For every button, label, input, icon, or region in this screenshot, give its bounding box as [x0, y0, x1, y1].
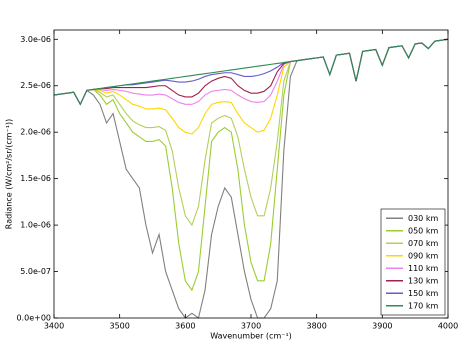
x-tick-label: 3700: [241, 322, 261, 331]
legend-label: 110 km: [408, 264, 438, 273]
series-line: [53, 38, 449, 106]
x-tick-label: 3600: [175, 322, 195, 331]
legend-label: 150 km: [408, 289, 438, 298]
legend-box: [380, 208, 446, 316]
legend-label: 090 km: [408, 251, 438, 260]
legend-label: 050 km: [408, 226, 438, 235]
y-tick-label: 0.0e+00: [16, 314, 51, 323]
x-axis-label: Wavenumber (cm⁻¹): [210, 332, 292, 341]
x-tick-label: 3500: [109, 322, 129, 331]
y-tick-label: 3.0e-06: [20, 35, 51, 44]
legend-label: 030 km: [408, 214, 438, 223]
y-tick-label: 5.0e-07: [20, 267, 51, 276]
x-tick-label: 4000: [438, 322, 458, 331]
y-tick-label: 2.0e-06: [20, 128, 51, 137]
y-tick-label: 1.5e-06: [20, 174, 51, 183]
legend-label: 170 km: [408, 301, 438, 310]
y-tick-label: 2.5e-06: [20, 81, 51, 90]
y-tick-label: 1.0e-06: [20, 221, 51, 230]
x-tick-label: 3800: [306, 322, 326, 331]
y-axis-label: Radiance (W/cm²/sr/(cm⁻¹)): [5, 119, 14, 229]
legend-label: 070 km: [408, 239, 438, 248]
x-tick-label: 3400: [44, 322, 64, 331]
x-tick-label: 3900: [372, 322, 392, 331]
legend-label: 130 km: [408, 276, 438, 285]
